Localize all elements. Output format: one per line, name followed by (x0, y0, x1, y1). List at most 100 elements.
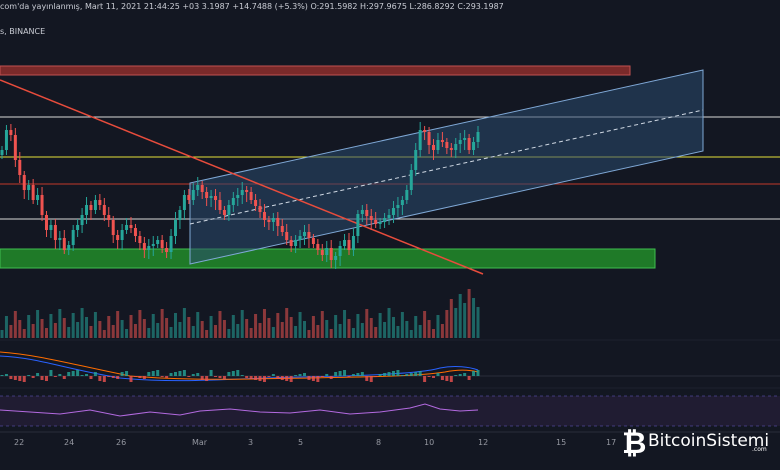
volume-bar (405, 321, 409, 338)
candle-body (369, 216, 373, 220)
volume-bar (423, 311, 427, 338)
volume-bar (454, 308, 458, 338)
volume-bar (418, 325, 422, 338)
volume-bar (409, 330, 413, 338)
volume-bar (347, 319, 351, 338)
volume-bar (209, 316, 213, 338)
volume-bar (294, 326, 298, 338)
macd-histogram-bar (311, 376, 315, 381)
volume-bar (147, 328, 151, 338)
candle-body (387, 215, 391, 218)
volume-bar (383, 322, 387, 338)
macd-histogram-bar (187, 376, 191, 377)
candle-body (53, 225, 57, 240)
volume-bar (18, 320, 22, 338)
macd-histogram-bar (405, 374, 409, 376)
macd-histogram-bar (85, 374, 89, 376)
volume-bar (285, 308, 289, 338)
volume-bar (267, 318, 271, 338)
macd-histogram-bar (436, 373, 440, 376)
macd-histogram-bar (53, 376, 57, 377)
volume-bar (351, 328, 355, 338)
macd-histogram-bar (329, 376, 333, 379)
volume-bar (414, 316, 418, 338)
macd-histogram-bar (67, 372, 71, 376)
volume-bar (93, 312, 97, 338)
candle-body (165, 248, 169, 252)
macd-histogram-bar (400, 375, 404, 376)
svg-text:₿: ₿ (622, 426, 646, 459)
candle-body (231, 198, 235, 205)
volume-bar (151, 314, 155, 338)
candle-body (276, 218, 280, 226)
candle-body (209, 196, 213, 198)
macd-histogram-bar (432, 376, 436, 378)
candle-body (240, 190, 244, 195)
x-axis-label-10: 10 (424, 438, 435, 447)
candle-body (85, 205, 89, 215)
candle-body (249, 192, 253, 200)
x-axis-label-3: 3 (248, 438, 254, 447)
macd-histogram-bar (467, 376, 471, 380)
volume-bar (4, 316, 8, 338)
x-axis-label-24: 24 (64, 438, 75, 447)
macd-histogram-bar (360, 372, 364, 376)
candle-body (151, 244, 155, 246)
macd-histogram-bar (409, 373, 413, 376)
volume-bar (427, 320, 431, 338)
volume-bar (374, 327, 378, 338)
volume-bar (196, 312, 200, 338)
downtrend-line (0, 79, 484, 275)
volume-bar (467, 289, 471, 338)
candle-body (343, 240, 347, 246)
candle-body (245, 190, 249, 192)
x-axis-label-26: 26 (116, 438, 127, 447)
volume-bar (36, 310, 40, 338)
macd-histogram-bar (44, 376, 48, 381)
macd-histogram-bar (351, 374, 355, 376)
volume-bar (49, 314, 53, 338)
macd-histogram-bar (387, 372, 391, 376)
macd-histogram-bar (356, 373, 360, 376)
candle-body (191, 190, 195, 200)
candle-body (31, 185, 35, 200)
candle-body (44, 215, 48, 230)
volume-bar (205, 330, 209, 338)
macd-histogram-bar (58, 374, 62, 376)
macd-histogram-bar (294, 375, 298, 376)
candle-body (236, 195, 240, 198)
candle-body (476, 132, 480, 142)
volume-bar (80, 308, 84, 338)
macd-histogram-bar (449, 376, 453, 382)
macd-histogram-bar (391, 371, 395, 376)
candle-body (365, 210, 369, 216)
volume-bar (271, 327, 275, 338)
macd-histogram (0, 370, 480, 382)
candle-body (378, 222, 382, 224)
volume-bar (222, 320, 226, 338)
volume-bar (276, 313, 280, 338)
volume-bar (191, 326, 195, 338)
volume-bar (107, 316, 111, 338)
macd-histogram-bar (396, 370, 400, 376)
candle-body (298, 236, 302, 240)
macd-histogram-bar (205, 376, 209, 381)
macd-signal-line (0, 351, 479, 380)
volume-bar (44, 328, 48, 338)
candle-body (289, 240, 293, 246)
volume-bar (125, 329, 129, 338)
macd-histogram-bar (472, 371, 476, 376)
macd-histogram-bar (147, 372, 151, 376)
volume-bar (356, 314, 360, 338)
candle-body (187, 195, 191, 200)
volume-bar (85, 317, 89, 338)
candle-body (18, 160, 22, 175)
volume-bar (400, 312, 404, 338)
candle-body (98, 200, 102, 205)
macd-histogram-bar (334, 372, 338, 376)
volume-bar (360, 323, 364, 338)
volume-bar (432, 329, 436, 338)
macd-histogram-bar (214, 376, 218, 377)
candle-body (427, 132, 431, 145)
